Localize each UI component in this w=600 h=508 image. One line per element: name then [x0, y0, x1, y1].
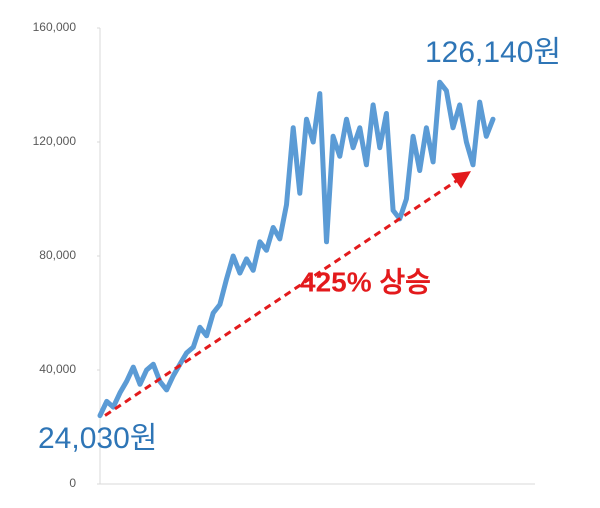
y-tick-label: 160,000 [33, 20, 77, 34]
end-label: 126,140원 [425, 36, 561, 69]
y-tick-label: 80,000 [39, 248, 76, 262]
line [97, 79, 496, 419]
y-tick-label: 40,000 [39, 362, 76, 376]
y-tick-label: 120,000 [33, 134, 77, 148]
start-label: 24,030원 [38, 422, 157, 455]
y-tick-label: 0 [69, 476, 76, 490]
growth-arrow [104, 171, 471, 417]
change-label: 425% 상승 [300, 266, 431, 297]
